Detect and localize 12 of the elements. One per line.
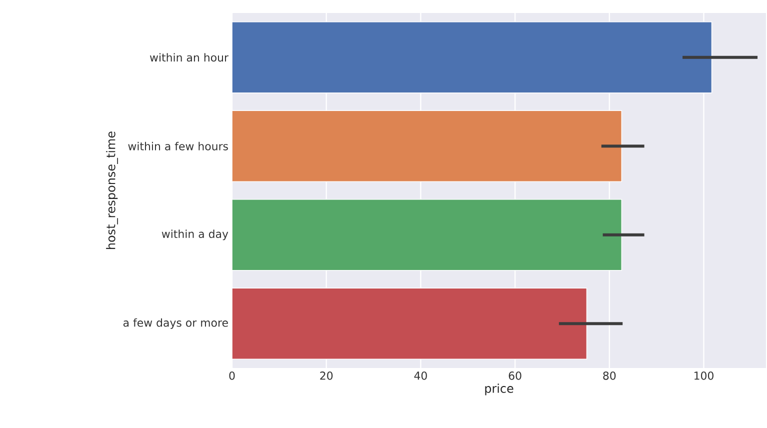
x-axis-title: price	[485, 384, 514, 396]
y-tick-label: within an hour	[150, 53, 228, 62]
x-tick-label: 100	[694, 372, 714, 380]
x-tick-label: 60	[508, 372, 522, 380]
y-tick-label: a few days or more	[123, 318, 228, 329]
x-tick-label: 0	[229, 372, 235, 380]
y-tick-label: within a few hours	[128, 142, 228, 150]
y-tick-label: within a day	[162, 230, 228, 240]
x-tick-label: 40	[414, 372, 427, 380]
x-tick-label: 20	[320, 372, 333, 380]
x-tick-label: 80	[603, 372, 616, 380]
y-axis-title: host_response_time	[106, 132, 118, 249]
